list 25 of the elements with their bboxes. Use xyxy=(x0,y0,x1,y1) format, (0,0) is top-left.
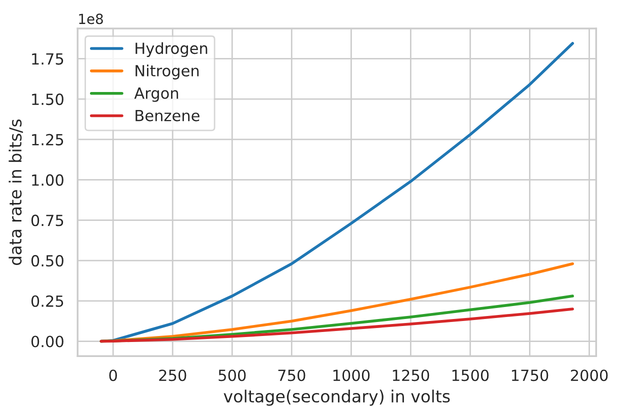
legend-label: Hydrogen xyxy=(136,42,208,58)
y-tick-label: 0.25 xyxy=(31,295,64,307)
y-tick-label: 1.50 xyxy=(32,94,64,106)
legend-label: Benzene xyxy=(136,110,200,122)
y-tick-label: 1.00 xyxy=(32,174,64,186)
x-tick-label: 1750 xyxy=(512,370,548,382)
y-tick-label: 1.25 xyxy=(32,134,64,146)
y-tick-label: 0.75 xyxy=(31,214,64,226)
x-tick-label: 750 xyxy=(278,370,306,382)
y-tick-label: 1.75 xyxy=(32,53,64,65)
x-tick-label: 1000 xyxy=(333,370,370,382)
x-tick-label: 1250 xyxy=(392,370,430,382)
y-tick-label: 0.50 xyxy=(31,254,64,267)
x-tick-label: 1500 xyxy=(452,370,489,382)
x-tick-label: 0 xyxy=(109,370,117,382)
x-tick-label: 2000 xyxy=(570,370,608,382)
line-series xyxy=(100,308,574,343)
x-axis-title: voltage(secondary) in volts xyxy=(224,390,450,406)
legend-label: Nitrogen xyxy=(136,64,199,80)
x-tick-label: 500 xyxy=(218,370,246,382)
x-tick-label: 250 xyxy=(159,370,186,382)
y-axis-title: data rate in bits/s xyxy=(8,120,23,265)
y-tick-label: 0.00 xyxy=(31,336,64,348)
text: 1e8 xyxy=(79,14,103,24)
legend-label: Argon xyxy=(134,88,178,102)
